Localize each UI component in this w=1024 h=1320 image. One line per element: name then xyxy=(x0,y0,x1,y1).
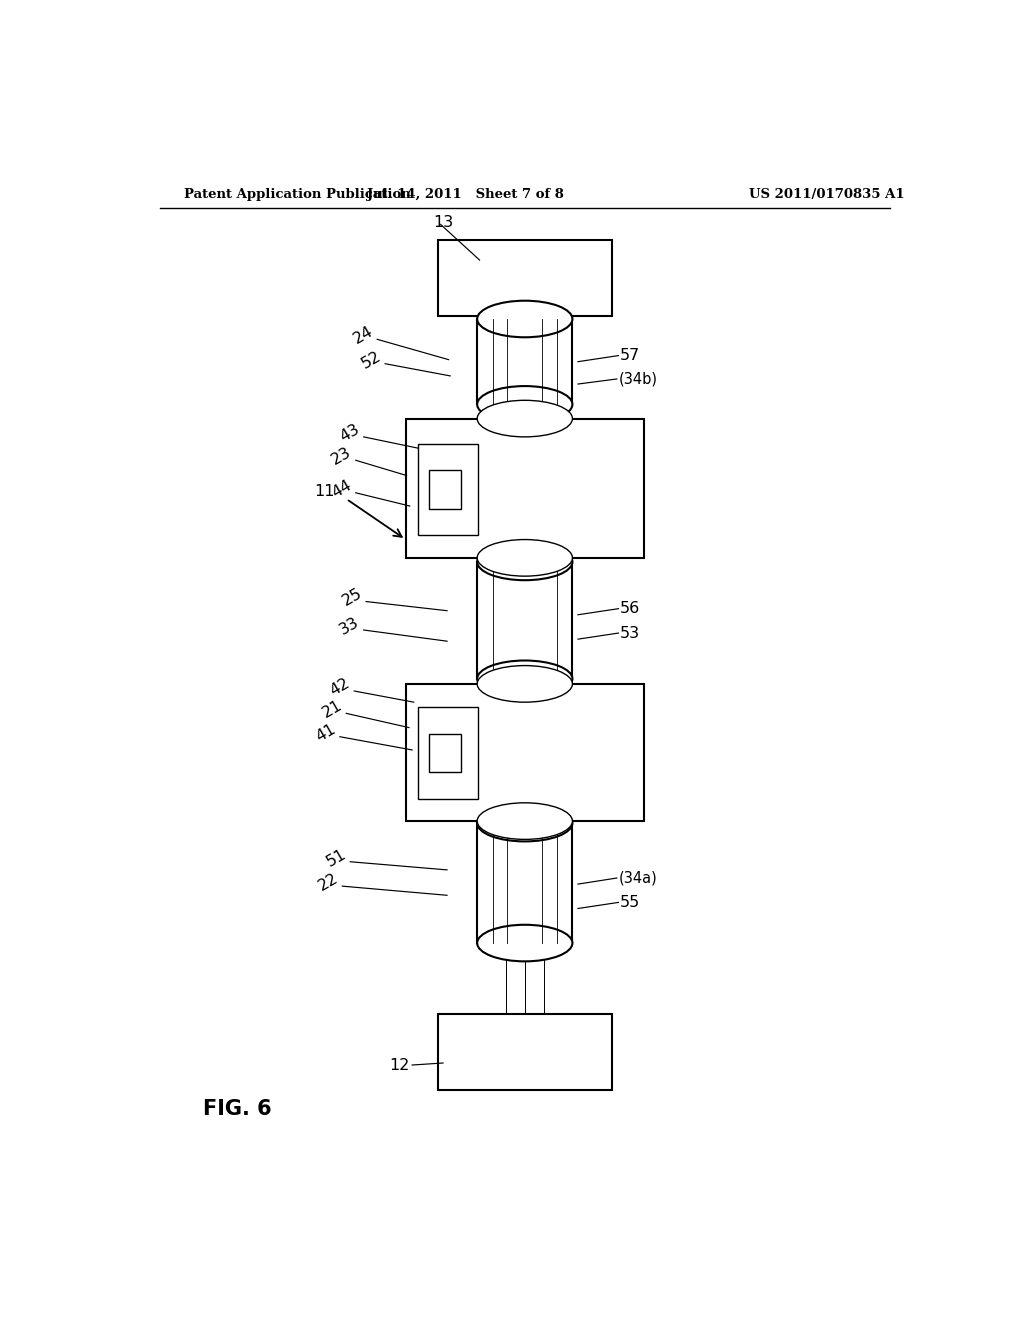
Bar xyxy=(437,1014,612,1090)
Text: 12: 12 xyxy=(389,1057,410,1073)
Text: 42: 42 xyxy=(328,676,352,698)
Text: 23: 23 xyxy=(330,445,354,467)
Text: 55: 55 xyxy=(620,895,640,909)
Bar xyxy=(419,444,478,536)
Text: 24: 24 xyxy=(350,323,376,347)
Ellipse shape xyxy=(477,805,572,841)
Bar xyxy=(437,240,612,315)
Text: 44: 44 xyxy=(329,477,354,500)
Text: 57: 57 xyxy=(620,348,640,363)
Text: US 2011/0170835 A1: US 2011/0170835 A1 xyxy=(749,189,904,202)
Text: 22: 22 xyxy=(315,870,341,894)
Bar xyxy=(477,562,572,678)
Text: (34a): (34a) xyxy=(618,870,657,886)
Ellipse shape xyxy=(477,400,572,437)
Bar xyxy=(429,734,461,772)
Bar xyxy=(477,824,572,942)
Text: 43: 43 xyxy=(337,421,362,445)
Text: 56: 56 xyxy=(620,601,640,616)
Bar xyxy=(406,684,644,821)
Bar xyxy=(429,470,461,510)
Bar xyxy=(477,319,572,404)
Text: 21: 21 xyxy=(319,698,345,721)
Text: (34b): (34b) xyxy=(618,371,657,387)
Text: 13: 13 xyxy=(433,215,454,230)
Bar xyxy=(406,418,644,558)
Text: 33: 33 xyxy=(337,614,362,638)
Text: 51: 51 xyxy=(324,846,348,870)
Text: 41: 41 xyxy=(313,721,338,744)
Text: 25: 25 xyxy=(339,586,365,609)
Text: 11: 11 xyxy=(313,484,334,499)
Bar xyxy=(419,708,478,799)
Ellipse shape xyxy=(477,803,572,840)
Ellipse shape xyxy=(477,660,572,697)
Text: FIG. 6: FIG. 6 xyxy=(204,1098,272,1119)
Text: 52: 52 xyxy=(358,348,384,371)
Ellipse shape xyxy=(477,385,572,422)
Ellipse shape xyxy=(477,540,572,576)
Ellipse shape xyxy=(477,301,572,338)
Ellipse shape xyxy=(477,544,572,581)
Text: Patent Application Publication: Patent Application Publication xyxy=(183,189,411,202)
Ellipse shape xyxy=(477,665,572,702)
Ellipse shape xyxy=(477,925,572,961)
Text: Jul. 14, 2011   Sheet 7 of 8: Jul. 14, 2011 Sheet 7 of 8 xyxy=(367,189,564,202)
Text: 53: 53 xyxy=(620,626,640,640)
